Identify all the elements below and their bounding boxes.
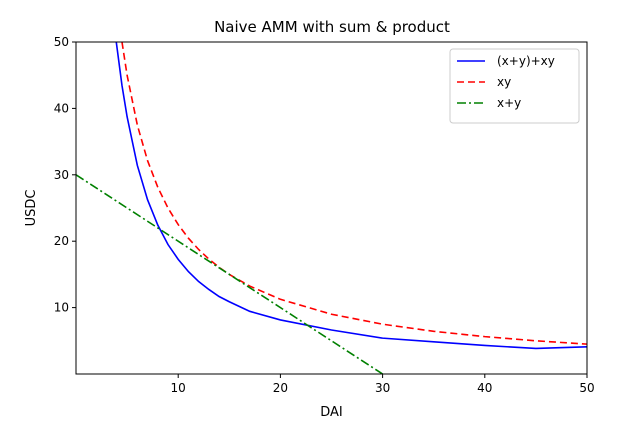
y-tick-label: 40: [54, 101, 69, 115]
y-tick-label: 20: [54, 234, 69, 248]
series-line-0: [115, 42, 587, 350]
x-axis-title: DAI: [320, 405, 343, 420]
y-tick-label: 10: [54, 301, 69, 315]
x-tick-label: 40: [477, 381, 492, 395]
y-axis: 10 20 30 40 50: [54, 35, 76, 315]
x-tick-label: 30: [375, 381, 390, 395]
y-tick-label: 30: [54, 168, 69, 182]
x-tick-label: 10: [171, 381, 186, 395]
legend: (x+y)+xy xy x+y: [449, 48, 580, 124]
legend-box: [449, 48, 580, 124]
series-line-2: [76, 174, 384, 374]
series-line-1: [121, 42, 587, 345]
legend-label: (x+y)+xy: [497, 54, 555, 68]
plot-frame: [75, 41, 588, 375]
series-layer: [76, 42, 587, 374]
y-axis-title: USDC: [24, 190, 39, 227]
x-tick-label: 50: [579, 381, 594, 395]
legend-label: xy: [497, 75, 511, 89]
x-axis: 10 20 30 40 50: [171, 374, 595, 395]
x-tick-label: 20: [273, 381, 288, 395]
legend-label: x+y: [497, 96, 521, 110]
y-tick-label: 50: [54, 35, 69, 49]
chart-title: Naive AMM with sum & product: [214, 18, 450, 36]
